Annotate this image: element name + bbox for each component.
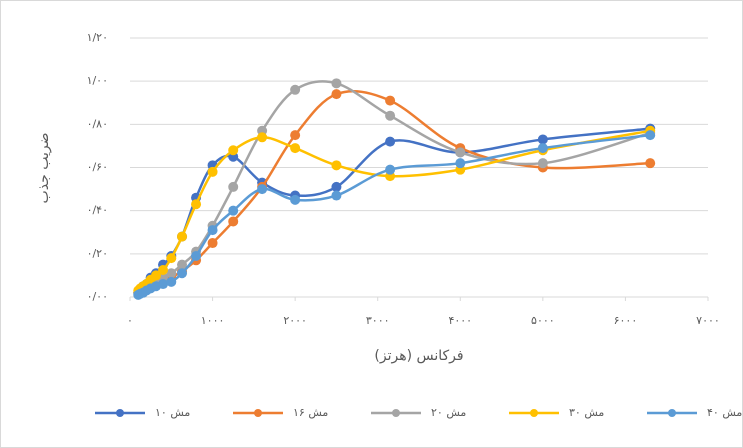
marker [257,184,268,195]
marker [455,158,466,169]
marker [158,279,169,290]
x-tick-label: ۴۰۰۰ [448,314,472,327]
legend-label: مش ۱۰ [155,406,190,419]
marker [207,166,218,177]
x-tick-label: ۲۰۰۰ [283,314,307,327]
marker [290,130,301,141]
x-tick-label: ۳۰۰۰ [366,314,390,327]
legend-label: مش ۲۰ [431,406,466,419]
legend-marker [392,409,400,417]
marker [228,205,239,216]
marker [331,78,342,89]
x-tick-label: ۶۰۰۰ [614,314,638,327]
y-tick-label: ۱/۰۰ [87,74,108,87]
marker [331,89,342,100]
marker [158,265,169,276]
legend-marker [530,409,538,417]
marker [645,130,656,141]
marker [166,253,177,264]
marker [191,199,202,210]
marker [166,276,177,287]
legend-label: مش ۳۰ [569,406,604,419]
marker [228,216,239,227]
marker [177,268,188,279]
marker [290,143,301,154]
y-tick-label: ۰/۲۰ [87,247,108,260]
x-axis-title: فرکانس (هرتز) [374,348,463,364]
marker [537,158,548,169]
y-tick-label: ۰/۶۰ [87,161,108,174]
y-tick-label: ۰/۰۰ [87,290,108,303]
x-tick-label: ۷۰۰۰ [696,314,720,327]
marker [151,270,162,281]
marker [228,181,239,192]
marker [645,158,656,169]
marker [385,164,396,175]
x-tick-label: ۰ [127,314,133,327]
marker [385,110,396,121]
legend-marker [668,409,676,417]
legend-marker [116,409,124,417]
marker [166,268,177,279]
x-tick-label: ۵۰۰۰ [531,314,555,327]
marker [331,181,342,192]
legend-marker [254,409,262,417]
marker [331,190,342,201]
marker [177,231,188,242]
marker [537,134,548,145]
y-tick-label: ۱/۲۰ [87,31,108,44]
marker [537,143,548,154]
marker [257,132,268,143]
x-tick-label: ۱۰۰۰ [201,314,225,327]
marker [207,238,218,249]
marker [228,145,239,156]
legend-label: مش ۱۶ [293,406,328,419]
y-axis-title: ضریب جذب [36,133,52,204]
legend-label: مش ۴۰ [707,406,742,419]
marker [207,225,218,236]
y-tick-label: ۰/۸۰ [87,117,108,130]
marker [385,136,396,147]
marker [177,259,188,270]
marker [290,84,301,95]
marker [191,250,202,261]
marker [290,194,301,205]
y-tick-label: ۰/۴۰ [87,204,108,217]
marker [455,147,466,158]
marker [331,160,342,171]
marker [385,95,396,106]
